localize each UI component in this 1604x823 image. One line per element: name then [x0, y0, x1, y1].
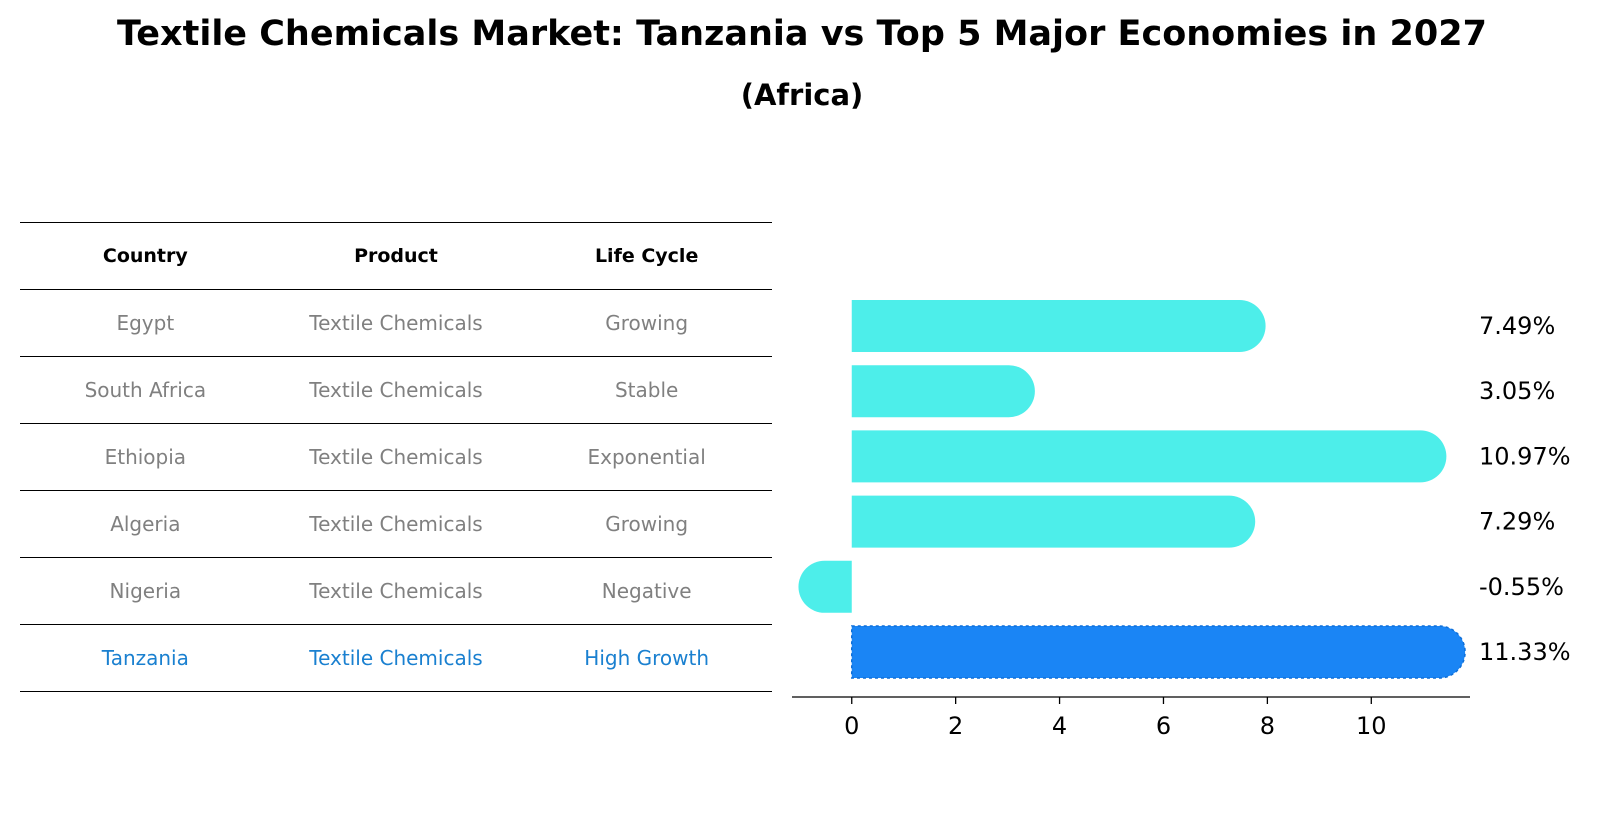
cell-life-cycle: Exponential: [521, 423, 772, 491]
bar-ethiopia: [851, 430, 1447, 483]
header-product: Product: [270, 222, 522, 290]
bar-egypt: [851, 300, 1266, 352]
cell-product: Textile Chemicals: [270, 624, 522, 692]
table-row: South Africa Textile Chemicals Stable: [20, 356, 772, 424]
x-tick-label: 0: [844, 712, 859, 740]
bar-tanzania: [851, 626, 1466, 678]
table-row-highlight: Tanzania Textile Chemicals High Growth: [20, 624, 772, 692]
data-label: 3.05%: [1479, 377, 1555, 405]
header-country: Country: [20, 222, 271, 290]
cell-product: Textile Chemicals: [270, 490, 522, 558]
cell-country: Algeria: [20, 490, 271, 558]
cell-life-cycle: Negative: [521, 557, 772, 625]
table-header-row: Country Product Life Cycle: [20, 222, 772, 290]
data-label: 7.49%: [1479, 312, 1555, 340]
cell-country: Tanzania: [20, 624, 271, 692]
x-tick-label: 6: [1156, 712, 1171, 740]
cell-life-cycle: Growing: [521, 490, 772, 558]
x-tick-label: 8: [1260, 712, 1275, 740]
cell-product: Textile Chemicals: [270, 557, 522, 625]
table-row: Algeria Textile Chemicals Growing: [20, 490, 772, 558]
data-label: -0.55%: [1479, 573, 1564, 601]
country-table: Country Product Life Cycle Egypt Textile…: [20, 222, 772, 692]
x-tick-label: 2: [948, 712, 963, 740]
bar-south-africa: [851, 365, 1035, 418]
chart-title: Textile Chemicals Market: Tanzania vs To…: [117, 14, 1487, 54]
cell-product: Textile Chemicals: [270, 423, 522, 491]
cell-life-cycle: High Growth: [521, 624, 772, 692]
x-tick-label: 4: [1052, 712, 1067, 740]
cell-product: Textile Chemicals: [270, 356, 522, 424]
cell-life-cycle: Growing: [521, 289, 772, 357]
cell-product: Textile Chemicals: [270, 289, 522, 357]
cell-country: South Africa: [20, 356, 271, 424]
table-row: Ethiopia Textile Chemicals Exponential: [20, 423, 772, 491]
bar-nigeria: [798, 560, 852, 613]
bar-algeria: [851, 495, 1256, 548]
table-row: Egypt Textile Chemicals Growing: [20, 289, 772, 357]
cell-country: Nigeria: [20, 557, 271, 625]
data-label: 10.97%: [1479, 442, 1571, 470]
header-life-cycle: Life Cycle: [521, 222, 772, 290]
data-label: 7.29%: [1479, 508, 1555, 536]
cell-country: Egypt: [20, 289, 271, 357]
cell-country: Ethiopia: [20, 423, 271, 491]
chart-subtitle: (Africa): [740, 78, 864, 112]
table-row: Nigeria Textile Chemicals Negative: [20, 557, 772, 625]
cell-life-cycle: Stable: [521, 356, 772, 424]
bar-highlight-outline: [850, 625, 1466, 679]
x-tick-label: 10: [1356, 712, 1387, 740]
data-label: 11.33%: [1479, 638, 1571, 666]
